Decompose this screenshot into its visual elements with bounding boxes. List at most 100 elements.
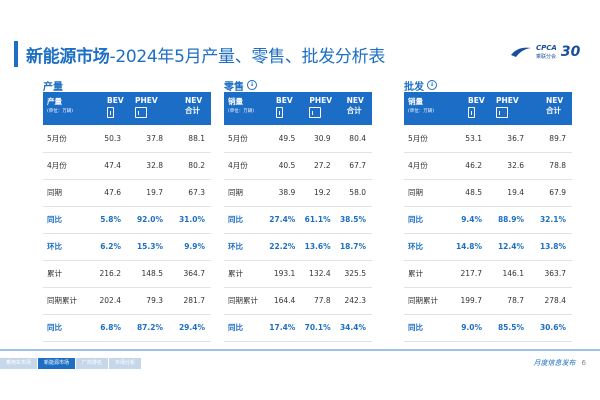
phev-value: 88.9% xyxy=(488,206,530,234)
phev-value: 78.7 xyxy=(488,287,530,315)
bev-value: 193.1 xyxy=(266,260,302,288)
bev-value: 5.8% xyxy=(85,206,127,234)
table-row: 同比 6.8% 87.2% 29.4% xyxy=(43,314,211,342)
bev-value: 217.7 xyxy=(446,260,488,288)
battery-icon xyxy=(468,107,475,118)
phev-label: PHEV xyxy=(496,96,519,105)
nev-total-label: 合计 xyxy=(546,106,561,115)
row-label: 同期累计 xyxy=(43,287,85,315)
nev-value: 89.7 xyxy=(530,125,572,153)
table-row: 5月份 49.5 30.9 80.4 xyxy=(224,125,372,153)
panel-title-label: 批发 xyxy=(404,81,424,93)
nev-value: 32.1% xyxy=(530,206,572,234)
phev-value: 79.3 xyxy=(127,287,169,315)
col-header-nev: NEV 合计 xyxy=(169,92,211,125)
bev-value: 199.7 xyxy=(446,287,488,315)
table-row: 同期 38.9 19.2 58.0 xyxy=(224,179,372,207)
panel-title: 批发 ↓ xyxy=(404,78,572,93)
bev-label: BEV xyxy=(276,96,293,105)
row-label: 环比 xyxy=(224,233,266,261)
phev-value: 32.8 xyxy=(127,152,169,180)
row-label: 同比 xyxy=(224,314,266,342)
phev-value: 15.3% xyxy=(127,233,169,261)
page-header: 新能源市场-2024年5月产量、零售、批发分析表 xyxy=(14,38,385,70)
col-header-phev: PHEV xyxy=(488,92,530,125)
phev-label: PHEV xyxy=(135,96,158,105)
header-label-text: 产量 xyxy=(47,97,62,106)
row-label: 同期累计 xyxy=(404,287,446,315)
phev-value: 70.1% xyxy=(301,314,337,342)
phev-value: 92.0% xyxy=(127,206,169,234)
logo-sub: 乘联分会 xyxy=(536,54,557,60)
cpca-logo: CPCA 乘联分会 30 xyxy=(510,44,580,60)
header-label-text: 销量 xyxy=(228,97,243,106)
bev-value: 53.1 xyxy=(446,125,488,153)
phev-value: 36.7 xyxy=(488,125,530,153)
phev-value: 19.4 xyxy=(488,179,530,207)
table-row: 4月份 46.2 32.6 78.8 xyxy=(404,152,572,180)
nev-value: 67.7 xyxy=(336,152,372,180)
row-label: 同期累计 xyxy=(224,287,266,315)
unit-label: (单位：万辆) xyxy=(228,109,255,114)
col-header-nev: NEV 合计 xyxy=(336,92,372,125)
nev-value: 364.7 xyxy=(169,260,211,288)
nev-value: 325.5 xyxy=(336,260,372,288)
row-label: 环比 xyxy=(404,233,446,261)
row-label: 同期 xyxy=(404,179,446,207)
bev-label: BEV xyxy=(107,96,124,105)
table-row: 4月份 47.4 32.8 80.2 xyxy=(43,152,211,180)
table-row: 同期累计 199.7 78.7 278.4 xyxy=(404,287,572,315)
phev-label: PHEV xyxy=(309,96,333,105)
footer-tab[interactable]: 乘用车市场 xyxy=(0,358,38,369)
phev-value: 32.6 xyxy=(488,152,530,180)
phev-value: 146.1 xyxy=(488,260,530,288)
footer-tab[interactable]: 市场分析 xyxy=(109,358,142,369)
phev-value: 27.2 xyxy=(301,152,337,180)
nev-label: NEV xyxy=(346,96,364,105)
phev-value: 37.8 xyxy=(127,125,169,153)
table-row: 同期 47.6 19.7 67.3 xyxy=(43,179,211,207)
row-label: 累计 xyxy=(43,260,85,288)
col-header-bev: BEV xyxy=(266,92,302,125)
table-header-label: 销量 (单位：万辆) xyxy=(224,92,266,125)
unit-label: (单位：万辆) xyxy=(408,109,435,114)
retail-table: 销量 (单位：万辆) BEV PHEV NEV 合计 5月份 49.5 30.9 80.4… xyxy=(224,92,372,342)
phev-value: 148.5 xyxy=(127,260,169,288)
row-label: 4月份 xyxy=(404,152,446,180)
table-row: 同期 48.5 19.4 67.9 xyxy=(404,179,572,207)
bev-value: 164.4 xyxy=(266,287,302,315)
phev-value: 12.4% xyxy=(488,233,530,261)
bev-value: 48.5 xyxy=(446,179,488,207)
nev-value: 29.4% xyxy=(169,314,211,342)
page-title-bold: 新能源市场 xyxy=(26,46,110,67)
bev-value: 9.4% xyxy=(446,206,488,234)
bev-value: 47.4 xyxy=(85,152,127,180)
bev-value: 202.4 xyxy=(85,287,127,315)
cpca-swoosh-icon xyxy=(511,47,531,57)
footer-tab[interactable]: 厂商排名 xyxy=(76,358,109,369)
row-label: 同比 xyxy=(404,314,446,342)
footer-right: 月度信息发布 6 xyxy=(534,358,586,368)
title-accent-bar xyxy=(14,41,18,67)
table-row: 累计 216.2 148.5 364.7 xyxy=(43,260,211,288)
battery-icon xyxy=(107,107,114,118)
page-number: 6 xyxy=(581,359,586,367)
bev-value: 17.4% xyxy=(266,314,302,342)
table-row: 同期累计 202.4 79.3 281.7 xyxy=(43,287,211,315)
nev-value: 67.3 xyxy=(169,179,211,207)
table-row: 环比 22.2% 13.6% 18.7% xyxy=(224,233,372,261)
table-header-label: 销量 (单位：万辆) xyxy=(404,92,446,125)
page-title: 新能源市场-2024年5月产量、零售、批发分析表 xyxy=(26,42,385,67)
bev-value: 47.6 xyxy=(85,179,127,207)
panel-production: 产量 产量 (单位：万辆) BEV PHEV NEV 合计 5月份 50.3 37.8 8… xyxy=(43,78,211,342)
footer-tab[interactable]: 新能源市场 xyxy=(38,358,76,369)
nev-value: 38.5% xyxy=(336,206,372,234)
phev-value: 30.9 xyxy=(301,125,337,153)
nev-value: 30.6% xyxy=(530,314,572,342)
phev-value: 19.2 xyxy=(301,179,337,207)
table-row: 环比 14.8% 12.4% 13.8% xyxy=(404,233,572,261)
row-label: 同比 xyxy=(224,206,266,234)
nev-value: 278.4 xyxy=(530,287,572,315)
row-label: 5月份 xyxy=(43,125,85,153)
table-row: 累计 217.7 146.1 363.7 xyxy=(404,260,572,288)
